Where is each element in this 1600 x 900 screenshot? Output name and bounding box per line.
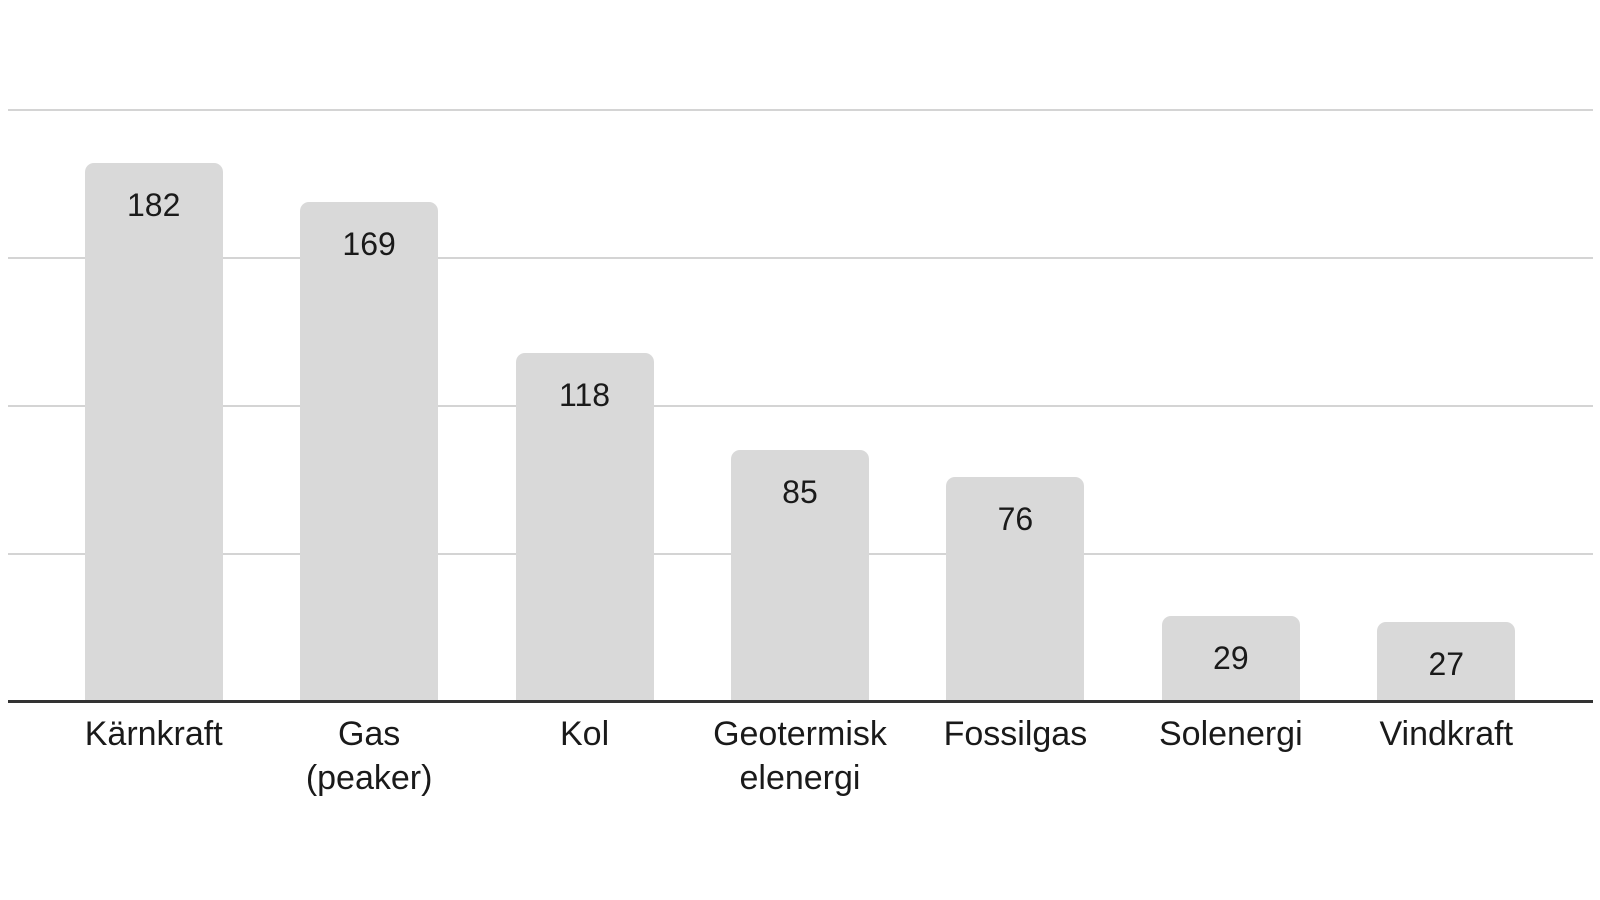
x-axis-label-solenergi: Solenergi bbox=[1123, 712, 1338, 800]
x-axis-label-line: (peaker) bbox=[305, 759, 433, 797]
bar-fossilgas: 76 bbox=[946, 477, 1085, 702]
x-axis-label-line: Solenergi bbox=[1158, 715, 1303, 753]
bar-value-label: 29 bbox=[1213, 640, 1249, 676]
bar-solenergi: 29 bbox=[1161, 616, 1300, 702]
x-axis-label-kol: Kol bbox=[477, 712, 692, 800]
gridline-100 bbox=[8, 405, 1593, 407]
bar-band: 182 bbox=[46, 110, 261, 702]
bar-band: 85 bbox=[692, 110, 907, 702]
x-axis-labels: Kärnkraft Gas (peaker) Kol Geotermisk elenerg… bbox=[46, 712, 1554, 800]
x-axis-label-line: Gas bbox=[337, 715, 401, 753]
bar-band: 118 bbox=[477, 110, 692, 702]
bar-band: 76 bbox=[908, 110, 1123, 702]
x-axis-label-line: Kärnkraft bbox=[84, 715, 223, 753]
x-axis-label-line: Geotermisk bbox=[713, 715, 887, 753]
bar-band: 169 bbox=[261, 110, 476, 702]
bar-band: 29 bbox=[1123, 110, 1338, 702]
bar-value-label: 118 bbox=[559, 377, 611, 413]
gridline-150 bbox=[8, 257, 1593, 259]
x-axis-label-line: Fossilgas bbox=[943, 715, 1088, 753]
bar-kol: 118 bbox=[515, 353, 654, 702]
x-axis-label-gas-peaker-: Gas (peaker) bbox=[261, 712, 476, 800]
x-axis-label-line: Vindkraft bbox=[1379, 715, 1514, 753]
bar-gas-peaker-: 169 bbox=[300, 202, 439, 702]
bar-k-rnkraft: 182 bbox=[84, 163, 223, 702]
x-axis-line bbox=[8, 700, 1593, 703]
bars-container: 182 169 118 85 76 29 27 bbox=[46, 110, 1554, 702]
bar-value-label: 76 bbox=[997, 501, 1034, 537]
x-axis-label-k-rnkraft: Kärnkraft bbox=[46, 712, 261, 800]
bar-value-label: 27 bbox=[1428, 646, 1465, 682]
x-axis-label-geotermisk-elenergi: Geotermisk elenergi bbox=[692, 712, 907, 800]
bar-band: 27 bbox=[1339, 110, 1554, 702]
gridline-200 bbox=[8, 109, 1593, 111]
bar-value-label: 182 bbox=[127, 187, 181, 223]
bar-value-label: 169 bbox=[342, 226, 396, 262]
x-axis-label-line: elenergi bbox=[739, 759, 861, 797]
x-axis-label-line: Kol bbox=[559, 715, 610, 753]
x-axis-label-fossilgas: Fossilgas bbox=[908, 712, 1123, 800]
x-axis-label-vindkraft: Vindkraft bbox=[1339, 712, 1554, 800]
bar-geotermisk-elenergi: 85 bbox=[730, 450, 869, 702]
bar-vindkraft: 27 bbox=[1377, 622, 1516, 702]
bar-value-label: 85 bbox=[782, 474, 818, 510]
